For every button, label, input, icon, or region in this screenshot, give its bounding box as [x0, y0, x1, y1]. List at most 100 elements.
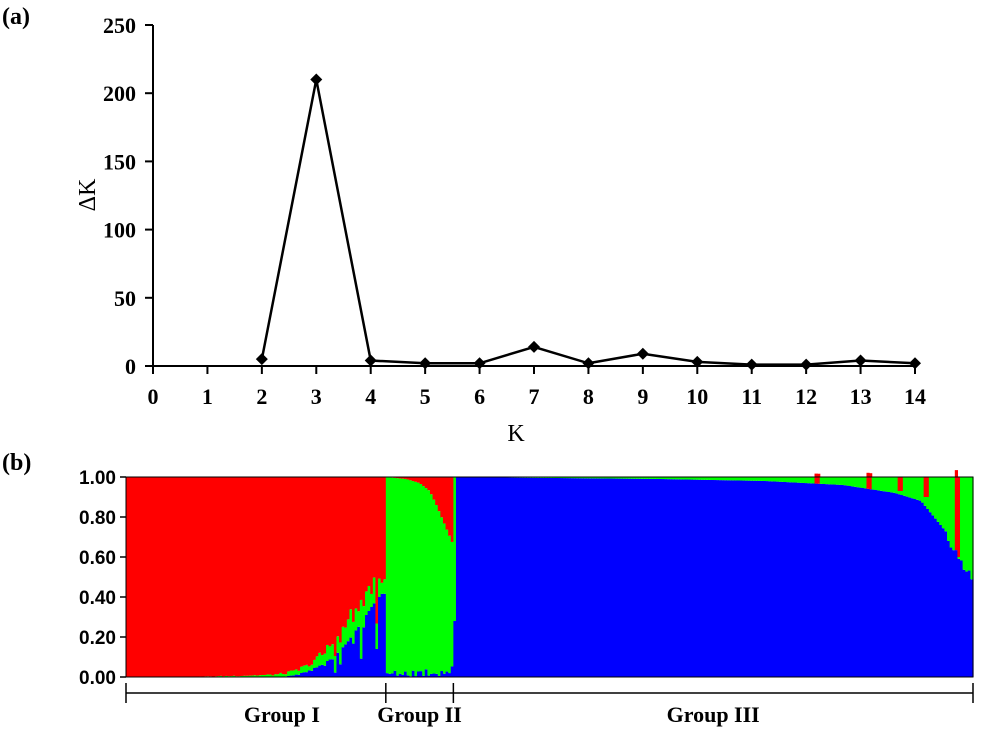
panel-b-bar-56-seg-2	[271, 477, 275, 676]
panel-b-bar-325-seg-0	[970, 579, 974, 677]
panel-b-bar-175-seg-0	[580, 478, 584, 677]
panel-b-bar-175-seg-1	[580, 477, 584, 479]
panel-b-bar-52-seg-2	[261, 477, 265, 676]
panel-b-bar-73-seg-2	[315, 477, 319, 657]
panel-b-bar-240-seg-0	[749, 480, 753, 677]
panel-a-x-tick-label-4: 4	[365, 384, 376, 409]
panel-b-bar-67-seg-1	[300, 666, 304, 673]
panel-b-bar-118-seg-1	[432, 499, 436, 674]
panel-b-bar-18-seg-2	[172, 477, 176, 677]
panel-b-bar-72-seg-0	[313, 668, 317, 677]
panel-b-bar-311-seg-1	[934, 477, 938, 519]
panel-b-bar-107-seg-0	[404, 671, 408, 677]
panel-b-bar-315-seg-0	[944, 531, 948, 677]
panel-b-bar-198-seg-0	[640, 478, 644, 677]
panel-b-bar-296-seg-0	[895, 493, 899, 677]
panel-b-bar-189-seg-1	[617, 477, 621, 479]
panel-b-bar-302-seg-1	[910, 477, 914, 499]
panel-b-bar-120-seg-2	[437, 477, 441, 512]
panel-b-bar-92-seg-0	[365, 615, 369, 677]
panel-b-bar-123-seg-1	[445, 529, 449, 672]
panel-b-bar-124-seg-2	[448, 477, 452, 536]
panel-b-bar-204-seg-1	[656, 477, 660, 479]
panel-b-bar-74-seg-1	[318, 652, 322, 666]
panel-b-bar-61-seg-1	[284, 674, 288, 677]
panel-b-y-ticks: 0.00 0.20 0.40 0.60 0.80 1.00	[79, 468, 126, 689]
panel-b-bar-237-seg-0	[741, 480, 745, 677]
panel-b-bar-310-seg-0	[931, 515, 935, 677]
panel-b-bar-299-seg-1	[902, 477, 907, 496]
panel-b-bar-91-seg-2	[362, 477, 366, 607]
panel-b-bar-263-seg-1	[809, 477, 813, 484]
panel-b-bar-215-seg-1	[684, 477, 688, 480]
panel-b-bar-284-seg-1	[863, 477, 868, 489]
panel-b-bar-126-seg-0	[453, 621, 457, 677]
panel-b-bar-84-seg-0	[344, 644, 348, 677]
panel-b-bar-86-seg-2	[349, 477, 353, 610]
panel-b-bar-181-seg-0	[596, 478, 600, 677]
panel-b-bar-115-seg-1	[424, 488, 428, 670]
panel-b-bar-178-seg-1	[588, 477, 592, 479]
panel-b-bar-192-seg-1	[624, 477, 629, 479]
panel-b-bar-244-seg-0	[759, 480, 764, 677]
panel-b-bar-53-seg-1	[263, 674, 267, 677]
panel-b-bar-245-seg-0	[762, 480, 766, 677]
panel-b-bar-256-seg-0	[791, 482, 795, 677]
panel-b-bar-187-seg-0	[611, 478, 616, 677]
panel-b-bar-239-seg-0	[746, 480, 751, 677]
panel-b-bar-237-seg-1	[741, 477, 745, 481]
panel-b-bar-53-seg-2	[263, 477, 267, 675]
panel-b-bar-314-seg-0	[941, 528, 946, 677]
panel-b-bar-67-seg-0	[300, 673, 304, 677]
panel-b-bar-64-seg-2	[292, 477, 296, 671]
panel-b-bar-301-seg-0	[908, 497, 912, 677]
panel-b-bar-261-seg-0	[804, 483, 808, 677]
panel-a-marker-k13	[854, 354, 867, 367]
panel-a-marker-k10	[691, 355, 704, 368]
panel-b-bar-182-seg-0	[598, 478, 603, 677]
panel-b-bar-295-seg-0	[892, 492, 896, 677]
panel-b-bar-73-seg-1	[315, 656, 319, 668]
panel-b-bar-234-seg-1	[733, 477, 738, 481]
panel-b-bar-83-seg-2	[341, 477, 345, 627]
panel-b-bar-301-seg-1	[908, 477, 912, 498]
panel-b-bar-216-seg-0	[687, 479, 691, 677]
panel-b-bar-218-seg-0	[692, 479, 696, 677]
panel-a-y-tick-label-3: 150	[103, 149, 136, 174]
panel-b-bar-123-seg-2	[445, 477, 449, 530]
panel-b-bar-75-seg-2	[320, 477, 325, 656]
panel-b-bar-314-seg-1	[941, 477, 946, 529]
panel-b-bar-324-seg-0	[967, 570, 972, 677]
panel-b-bar-58-seg-1	[276, 674, 280, 677]
panel-b-bar-182-seg-1	[598, 477, 603, 479]
panel-b-bar-28-seg-2	[198, 477, 202, 677]
panel-b-bar-81-seg-0	[336, 652, 340, 677]
panel-b-bar-61-seg-2	[284, 477, 288, 675]
panel-b-bar-96-seg-2	[375, 477, 379, 624]
panel-b-bar-214-seg-1	[682, 477, 686, 480]
panel-b-bar-66-seg-1	[297, 670, 301, 675]
panel-b-group-brackets: Group I Group II Group III	[125, 683, 974, 727]
panel-b-bar-41-seg-2	[232, 477, 236, 676]
panel-a-x-tick-label-2: 2	[256, 384, 267, 409]
panel-b-bar-117-seg-2	[429, 477, 434, 495]
panel-b-bar-256-seg-1	[791, 477, 795, 483]
panel-b-bar-201-seg-1	[648, 477, 652, 479]
panel-b-bar-7-seg-2	[144, 477, 148, 677]
panel-b-bar-98-seg-1	[380, 582, 384, 594]
panel-b-bar-45-seg-1	[242, 675, 247, 677]
panel-b-bar-47-seg-1	[248, 675, 252, 677]
panel-b-bar-186-seg-0	[609, 478, 613, 677]
panel-b-bar-48-seg-1	[250, 675, 254, 677]
panel-b-bar-37-seg-2	[222, 477, 226, 677]
panel-b-bar-117-seg-0	[429, 673, 434, 677]
panel-b-bar-119-seg-1	[435, 505, 439, 674]
panel-b-bar-93-seg-1	[367, 585, 371, 611]
panel-b-bar-276-seg-1	[843, 477, 847, 486]
panel-b-bar-221-seg-0	[700, 479, 704, 677]
panel-a-marker-k2	[255, 353, 268, 366]
panel-b-bar-191-seg-0	[622, 478, 626, 677]
panel-b-bar-166-seg-0	[557, 478, 561, 677]
panel-b-bar-95-seg-2	[372, 477, 377, 578]
